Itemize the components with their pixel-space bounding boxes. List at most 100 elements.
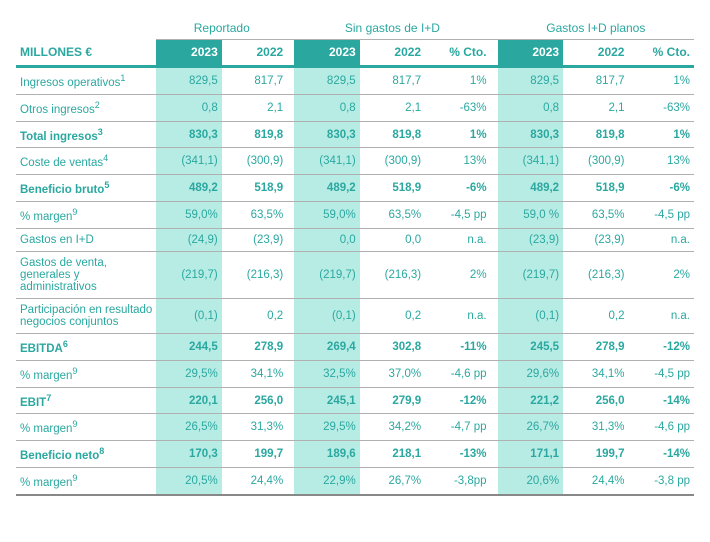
cell: 817,7 (563, 67, 628, 95)
cell: -11% (425, 333, 490, 360)
cell: 13% (628, 148, 694, 175)
cell: 220,1 (156, 387, 221, 414)
cell: 199,7 (222, 441, 287, 468)
cell: (219,7) (294, 251, 359, 298)
cell: -4,7 pp (425, 414, 490, 441)
col-header: 2022 (563, 40, 628, 67)
cell: (341,1) (156, 148, 221, 175)
cell: 817,7 (360, 67, 425, 95)
cell: 278,9 (222, 333, 287, 360)
cell: -4,6 pp (628, 414, 694, 441)
cell: 829,5 (156, 67, 221, 95)
cell: 489,2 (156, 175, 221, 202)
cell: 518,9 (360, 175, 425, 202)
cell: 0,0 (360, 228, 425, 251)
cell: 819,8 (360, 121, 425, 148)
row-label: Coste de ventas4 (16, 148, 156, 175)
cell: 199,7 (563, 441, 628, 468)
table-row: % margen959,0%63,5%59,0%63,5%-4,5 pp59,0… (16, 202, 694, 229)
cell: (300,9) (360, 148, 425, 175)
cell: 244,5 (156, 333, 221, 360)
cell: 2,1 (360, 94, 425, 121)
table-row: Otros ingresos20,82,10,82,1-63%0,82,1-63… (16, 94, 694, 121)
cell: (0,1) (294, 298, 359, 333)
cell: 1% (628, 121, 694, 148)
row-label: Total ingresos3 (16, 121, 156, 148)
cell: 0,2 (222, 298, 287, 333)
col-header: 2022 (222, 40, 287, 67)
cell: n.a. (628, 228, 694, 251)
cell: 830,3 (156, 121, 221, 148)
row-label: Otros ingresos2 (16, 94, 156, 121)
cell: 0,8 (156, 94, 221, 121)
cell: -13% (425, 441, 490, 468)
cell: 819,8 (222, 121, 287, 148)
cell: 0,8 (294, 94, 359, 121)
cell: 830,3 (498, 121, 563, 148)
cell: -4,5 pp (425, 202, 490, 229)
cell: -6% (425, 175, 490, 202)
col-header: 2023 (156, 40, 221, 67)
cell: 26,7% (498, 414, 563, 441)
row-label: Ingresos operativos1 (16, 67, 156, 95)
cell: n.a. (425, 228, 490, 251)
cell: 2% (628, 251, 694, 298)
cell: (300,9) (222, 148, 287, 175)
cell: 20,5% (156, 468, 221, 495)
cell: 256,0 (222, 387, 287, 414)
year-header-row: MILLONES € 2023 2022 2023 2022 % Cto. 20… (16, 40, 694, 67)
cell: -6% (628, 175, 694, 202)
row-label: Gastos de venta, generales y administrat… (16, 251, 156, 298)
row-label: EBIT7 (16, 387, 156, 414)
cell: 29,5% (294, 414, 359, 441)
cell: (300,9) (563, 148, 628, 175)
cell: -14% (628, 441, 694, 468)
cell: -14% (628, 387, 694, 414)
cell: 0,0 (294, 228, 359, 251)
cell: 245,1 (294, 387, 359, 414)
cell: 1% (425, 121, 490, 148)
cell: 489,2 (498, 175, 563, 202)
cell: n.a. (628, 298, 694, 333)
table-row: Coste de ventas4(341,1)(300,9)(341,1)(30… (16, 148, 694, 175)
cell: 1% (628, 67, 694, 95)
cell: (219,7) (498, 251, 563, 298)
cell: 34,2% (360, 414, 425, 441)
cell: -12% (628, 333, 694, 360)
row-label: % margen9 (16, 468, 156, 495)
cell: -63% (628, 94, 694, 121)
col-header: % Cto. (425, 40, 490, 67)
cell: 170,3 (156, 441, 221, 468)
cell: (341,1) (498, 148, 563, 175)
cell: -12% (425, 387, 490, 414)
cell: -63% (425, 94, 490, 121)
group-header: Sin gastos de I+D (294, 16, 490, 40)
cell: 13% (425, 148, 490, 175)
group-header: Gastos I+D planos (498, 16, 694, 40)
cell: 34,1% (563, 360, 628, 387)
table-row: Total ingresos3830,3819,8830,3819,81%830… (16, 121, 694, 148)
cell: 31,3% (222, 414, 287, 441)
cell: 59,0% (294, 202, 359, 229)
cell: (216,3) (563, 251, 628, 298)
cell: 189,6 (294, 441, 359, 468)
cell: 245,5 (498, 333, 563, 360)
cell: 24,4% (563, 468, 628, 495)
cell: 1% (425, 67, 490, 95)
cell: (216,3) (360, 251, 425, 298)
cell: 22,9% (294, 468, 359, 495)
table-title: MILLONES € (16, 40, 156, 67)
cell: 34,1% (222, 360, 287, 387)
cell: 269,4 (294, 333, 359, 360)
table-row: Beneficio bruto5489,2518,9489,2518,9-6%4… (16, 175, 694, 202)
row-label: % margen9 (16, 360, 156, 387)
col-header: 2023 (498, 40, 563, 67)
row-label: % margen9 (16, 414, 156, 441)
row-label: % margen9 (16, 202, 156, 229)
row-label: Beneficio bruto5 (16, 175, 156, 202)
cell: (219,7) (156, 251, 221, 298)
cell: 278,9 (563, 333, 628, 360)
cell: 830,3 (294, 121, 359, 148)
cell: 63,5% (563, 202, 628, 229)
cell: 817,7 (222, 67, 287, 95)
